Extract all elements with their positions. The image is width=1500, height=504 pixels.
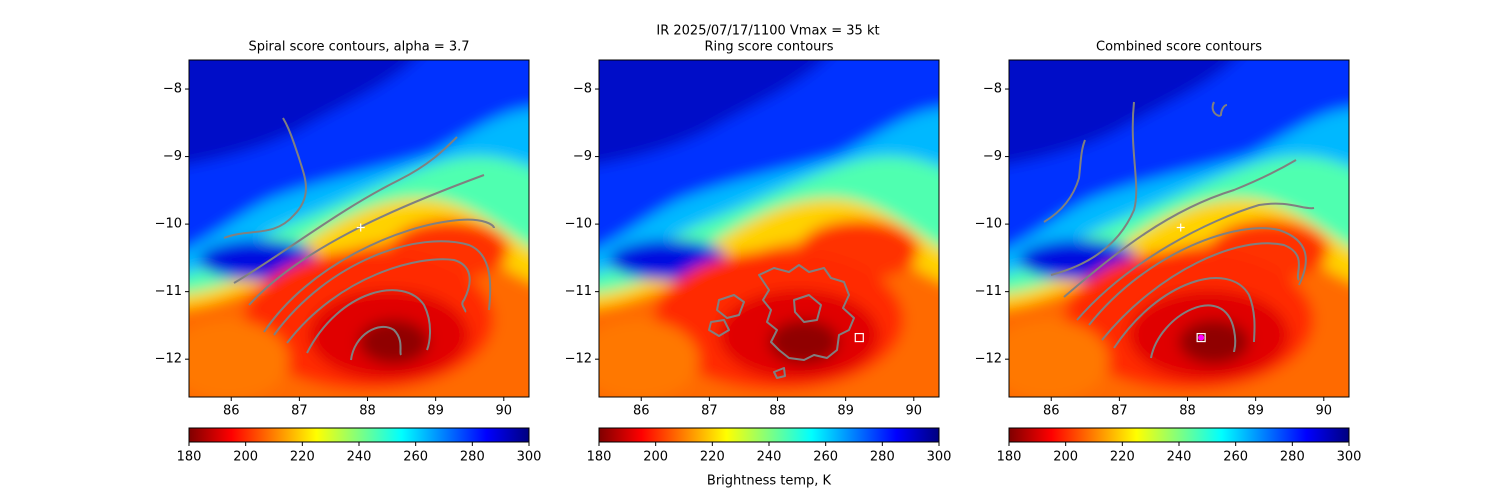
contour-line xyxy=(350,325,402,361)
contour-line xyxy=(793,294,822,323)
contours xyxy=(223,117,495,361)
x-tick-label: 87 xyxy=(291,404,308,419)
axes-frame xyxy=(598,59,940,398)
y-tick-label: −9 xyxy=(573,149,592,164)
contour-line xyxy=(1211,101,1228,117)
y-tick-label: −10 xyxy=(565,217,592,232)
x-tick-label: 90 xyxy=(906,404,923,419)
colorbar xyxy=(1008,427,1350,443)
colorbar xyxy=(598,427,940,443)
y-tick-label: −12 xyxy=(975,352,1002,367)
contour-line xyxy=(263,218,495,333)
contour-line xyxy=(1043,139,1086,223)
panel-title: Combined score contours xyxy=(1096,40,1262,55)
x-tick-label: 89 xyxy=(427,404,444,419)
x-tick-label: 86 xyxy=(223,404,240,419)
x-tick-label: 89 xyxy=(1247,404,1264,419)
colorbar-tick-label: 300 xyxy=(927,450,952,465)
x-tick-label: 88 xyxy=(359,404,376,419)
contour-line xyxy=(1050,101,1138,276)
contour-line xyxy=(1088,227,1307,326)
contour-line xyxy=(1150,304,1237,359)
panel-title: Ring score contours xyxy=(704,40,833,55)
contour-line xyxy=(758,264,855,361)
axes-frame xyxy=(1008,59,1350,398)
axes-frame xyxy=(188,59,530,398)
colorbar-tick-label: 260 xyxy=(1223,450,1248,465)
y-tick-label: −10 xyxy=(155,217,182,232)
contour-line xyxy=(1063,159,1297,298)
colorbar-tick-label: 180 xyxy=(587,450,612,465)
y-tick-label: −9 xyxy=(163,149,182,164)
x-tick-label: 90 xyxy=(496,404,513,419)
contour-line xyxy=(233,136,458,284)
contour-line xyxy=(273,240,492,336)
y-tick-label: −8 xyxy=(983,82,1002,97)
y-tick-label: −8 xyxy=(573,82,592,97)
x-tick-label: 86 xyxy=(633,404,650,419)
y-tick-label: −11 xyxy=(565,284,592,299)
marker xyxy=(1196,332,1206,343)
colorbar-tick-label: 180 xyxy=(177,450,202,465)
contour-line xyxy=(248,174,485,306)
colorbar xyxy=(188,427,530,443)
x-tick-label: 88 xyxy=(769,404,786,419)
y-tick-label: −11 xyxy=(155,284,182,299)
heatmap xyxy=(979,30,1379,430)
contour-line xyxy=(716,294,745,319)
marker xyxy=(1198,334,1205,341)
y-tick-label: −8 xyxy=(163,82,182,97)
colorbar-tick-label: 220 xyxy=(700,450,725,465)
y-tick-label: −12 xyxy=(155,352,182,367)
colorbar-tick-label: 200 xyxy=(1053,450,1078,465)
heatmap xyxy=(569,30,969,430)
x-tick-label: 86 xyxy=(1043,404,1060,419)
marker xyxy=(1176,223,1185,232)
heatmap xyxy=(159,30,559,430)
colorbar-tick-label: 240 xyxy=(1167,450,1192,465)
contours xyxy=(1043,101,1315,359)
contour-line xyxy=(708,319,730,337)
colorbar-tick-label: 220 xyxy=(1110,450,1135,465)
contour-line xyxy=(306,289,431,354)
colorbar-tick-label: 280 xyxy=(460,450,485,465)
marker xyxy=(356,223,365,232)
contours xyxy=(708,264,855,379)
x-tick-label: 87 xyxy=(701,404,718,419)
contour-line xyxy=(1113,277,1256,349)
x-tick-label: 89 xyxy=(837,404,854,419)
contour-line xyxy=(1076,202,1315,321)
colorbar-tick-label: 220 xyxy=(290,450,315,465)
x-tick-label: 90 xyxy=(1316,404,1333,419)
contour-line xyxy=(773,367,786,379)
y-tick-label: −12 xyxy=(565,352,592,367)
colorbar-tick-label: 260 xyxy=(813,450,838,465)
colorbar-tick-label: 180 xyxy=(997,450,1022,465)
colorbar-tick-label: 300 xyxy=(517,450,542,465)
colorbar-label: Brightness temp, K xyxy=(707,474,832,489)
colorbar-tick-label: 300 xyxy=(1337,450,1362,465)
marker xyxy=(854,332,864,343)
contour-line xyxy=(223,117,307,239)
colorbar-tick-label: 280 xyxy=(870,450,895,465)
panel-title: Spiral score contours, alpha = 3.7 xyxy=(248,40,469,55)
contour-line xyxy=(1101,242,1300,341)
y-tick-label: −9 xyxy=(983,149,1002,164)
colorbar-tick-label: 200 xyxy=(643,450,668,465)
colorbar-tick-label: 200 xyxy=(233,450,258,465)
contour-line xyxy=(286,258,471,344)
colorbar-tick-label: 240 xyxy=(347,450,372,465)
colorbar-tick-label: 280 xyxy=(1280,450,1305,465)
y-tick-label: −10 xyxy=(975,217,1002,232)
figure-title: IR 2025/07/17/1100 Vmax = 35 kt xyxy=(656,24,879,39)
x-tick-label: 88 xyxy=(1179,404,1196,419)
colorbar-tick-label: 260 xyxy=(403,450,428,465)
y-tick-label: −11 xyxy=(975,284,1002,299)
x-tick-label: 87 xyxy=(1111,404,1128,419)
colorbar-tick-label: 240 xyxy=(757,450,782,465)
